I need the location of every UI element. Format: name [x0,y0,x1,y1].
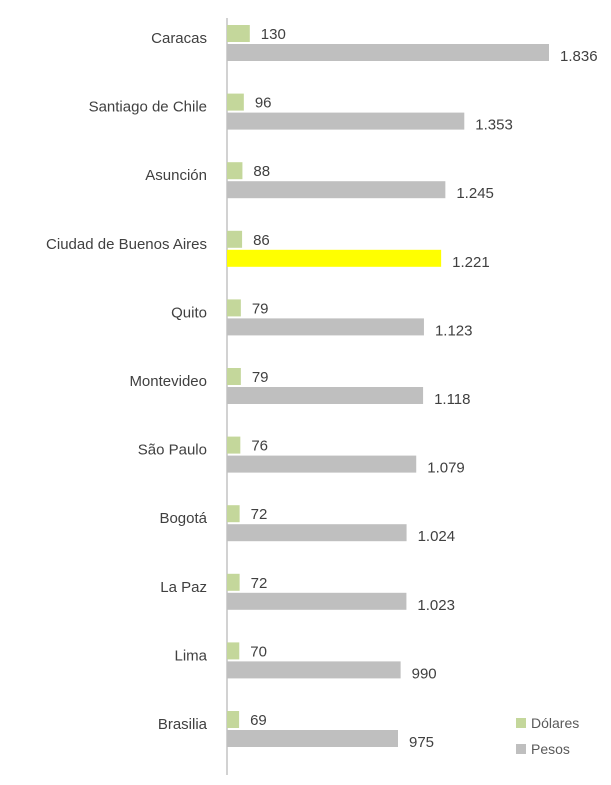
bar-dolares-montevideo [227,368,241,385]
bar-dolares-brasilia [227,711,240,728]
data-label-pesos-santiago-de-chile: 1.353 [475,117,513,134]
bar-pesos-lima [227,661,401,679]
bar-pesos-bogota [227,524,407,542]
bar-pesos-asuncion [227,181,446,199]
data-label-pesos-la-paz: 1.023 [417,597,455,614]
bar-pesos-ciudad-de-buenos-aires [227,249,442,267]
data-label-dolares-asuncion: 88 [253,163,270,180]
data-label-dolares-bogota: 72 [251,506,268,523]
data-label-dolares-lima: 70 [250,643,267,660]
data-label-dolares-ciudad-de-buenos-aires: 86 [253,232,270,249]
legend-label-dolares: Dólares [531,715,579,731]
legend-label-pesos: Pesos [531,741,570,757]
data-label-pesos-brasilia: 975 [409,734,434,751]
legend: Dólares Pesos [516,715,579,757]
data-label-dolares-caracas: 130 [261,26,286,43]
data-label-dolares-santiago-de-chile: 96 [255,95,272,112]
legend-swatch-dolares [516,718,526,728]
bar-dolares-bogota [227,505,240,523]
category-label-caracas: Caracas [151,30,207,47]
bar-dolares-asuncion [227,162,243,180]
category-label-bogota: Bogotá [159,510,207,527]
data-label-pesos-montevideo: 1.118 [434,391,470,408]
bar-pesos-santiago-de-chile [227,112,465,130]
bar-dolares-sao-paulo [227,436,241,454]
bar-pesos-caracas [227,44,549,61]
data-label-dolares-montevideo: 79 [252,369,269,386]
bar-dolares-la-paz [227,573,240,591]
bar-dolares-santiago-de-chile [227,93,244,111]
data-label-pesos-ciudad-de-buenos-aires: 1.221 [452,254,490,271]
data-label-pesos-sao-paulo: 1.079 [427,460,465,477]
bar-pesos-la-paz [227,592,407,610]
bar-pesos-brasilia [227,730,398,747]
bar-dolares-lima [227,642,240,660]
bars-group: Caracas 130 1.836 Santiago de Chile 96 1.353 A… [46,25,598,751]
bar-dolares-quito [227,299,241,317]
category-label-montevideo: Montevideo [129,373,207,390]
bar-pesos-quito [227,318,424,336]
data-label-dolares-quito: 79 [252,300,269,317]
bar-dolares-ciudad-de-buenos-aires [227,230,243,248]
category-label-quito: Quito [171,304,207,321]
category-label-ciudad-de-buenos-aires: Ciudad de Buenos Aires [46,236,207,253]
category-label-la-paz: La Paz [160,579,207,596]
legend-swatch-pesos [516,744,526,754]
data-label-pesos-lima: 990 [412,665,437,682]
bar-dolares-caracas [227,25,250,42]
category-label-sao-paulo: São Paulo [138,442,207,459]
data-label-pesos-quito: 1.123 [435,322,473,339]
data-label-pesos-asuncion: 1.245 [456,185,494,202]
data-label-dolares-brasilia: 69 [250,712,267,729]
bar-pesos-sao-paulo [227,455,417,473]
category-label-brasilia: Brasilia [158,716,208,733]
category-label-santiago-de-chile: Santiago de Chile [89,99,207,116]
data-label-dolares-la-paz: 72 [251,575,268,592]
data-label-pesos-caracas: 1.836 [560,48,598,65]
category-label-asuncion: Asunción [145,167,207,184]
data-label-pesos-bogota: 1.024 [418,528,456,545]
data-label-dolares-sao-paulo: 76 [251,438,268,455]
category-label-lima: Lima [174,647,207,664]
bar-pesos-montevideo [227,387,424,404]
